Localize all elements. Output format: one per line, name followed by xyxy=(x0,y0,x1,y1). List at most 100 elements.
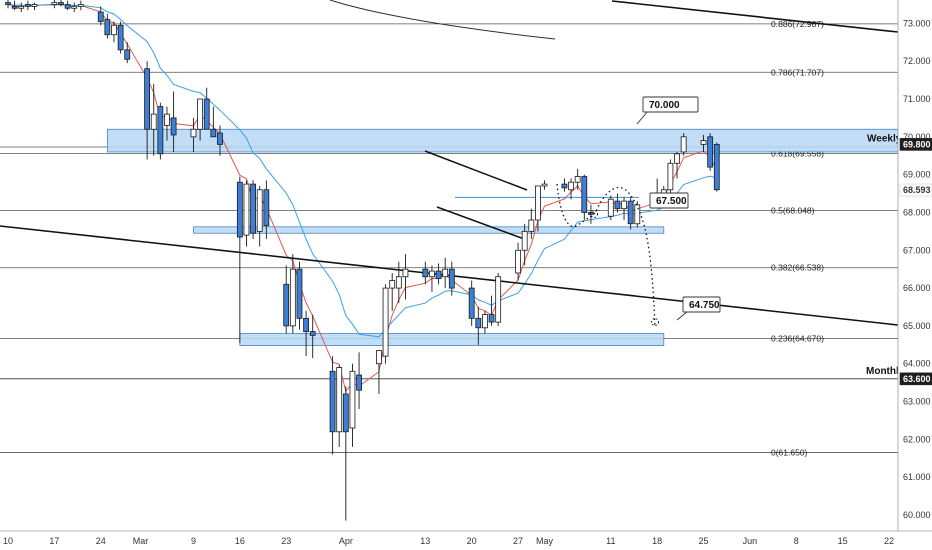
date-tick-label: 23 xyxy=(281,536,291,546)
candle-body xyxy=(283,283,290,327)
candle-body xyxy=(389,280,396,289)
candle-body xyxy=(24,4,31,7)
fib-label: 0.886(72.987) xyxy=(771,19,824,29)
callout-label: 67.500 xyxy=(656,196,687,207)
candle-body xyxy=(31,4,38,7)
candle-body xyxy=(117,24,124,51)
zone-mid xyxy=(193,226,665,234)
candle-body xyxy=(429,270,435,278)
candle-body xyxy=(515,249,521,274)
price-tick-label: 65.000 xyxy=(903,321,931,331)
price-tick-label: 62.000 xyxy=(903,434,931,444)
price-tag-label: 69.800 xyxy=(903,139,931,149)
candle-body xyxy=(51,2,58,5)
candle-body xyxy=(535,185,541,221)
price-tick-label: 69.000 xyxy=(903,170,931,180)
projection-path xyxy=(556,183,656,327)
candle-body xyxy=(482,314,488,329)
monthly-label: Monthly xyxy=(866,366,905,377)
candle-body xyxy=(97,11,104,22)
candle-body xyxy=(574,176,581,183)
candle-body xyxy=(236,181,243,238)
date-tick-label: 16 xyxy=(235,536,245,546)
date-tick-label: Jun xyxy=(743,536,758,546)
fib-label: 0.5(68.048) xyxy=(771,206,815,216)
candle-body xyxy=(164,113,170,126)
candle-body xyxy=(124,49,131,60)
projection-marker xyxy=(651,318,659,326)
price-tick-label: 70.000 xyxy=(903,132,931,142)
time-axis-panel xyxy=(0,531,932,550)
fib-label: 0.236(64.670) xyxy=(771,333,824,343)
candle-body xyxy=(203,98,210,130)
callout-pointer xyxy=(676,310,689,321)
candle-body xyxy=(713,143,720,191)
date-tick-label: Mar xyxy=(133,536,149,546)
date-tick-label: 11 xyxy=(606,536,615,546)
candle-body xyxy=(263,189,270,227)
candle-body xyxy=(5,2,11,5)
candle-body xyxy=(170,117,177,136)
candle-body xyxy=(680,136,687,153)
ma-long-line xyxy=(329,0,556,40)
candle-body xyxy=(243,183,250,236)
date-tick-label: 15 xyxy=(838,536,848,546)
candle-body xyxy=(468,287,475,319)
date-tick-label: 27 xyxy=(513,536,523,546)
candle-body xyxy=(614,200,621,210)
price-axis-panel xyxy=(898,0,932,531)
candle-body xyxy=(349,370,356,429)
candle-body xyxy=(495,276,502,323)
callout-pointer xyxy=(636,110,649,125)
candle-body xyxy=(395,276,402,289)
date-tick-label: 10 xyxy=(3,536,13,546)
price-tick-label: 67.000 xyxy=(903,245,931,255)
callout-box xyxy=(642,96,699,113)
candle-body xyxy=(561,183,568,189)
candle-body xyxy=(674,153,680,164)
flag-line-top xyxy=(424,150,528,191)
date-tick-label: 25 xyxy=(699,536,709,546)
price-tag xyxy=(899,372,932,386)
price-tag-label: 68.593 xyxy=(903,185,931,195)
date-tick-label: Apr xyxy=(339,536,353,546)
callout-label: 70.000 xyxy=(649,100,680,111)
candle-body xyxy=(190,128,197,138)
candle-body xyxy=(627,200,634,225)
candle-body xyxy=(402,268,409,278)
candle-body xyxy=(541,183,548,187)
price-tick-label: 72.000 xyxy=(903,56,931,66)
candle-body xyxy=(77,4,84,7)
candle-body xyxy=(329,370,336,433)
candle-body xyxy=(356,374,362,391)
candle-body xyxy=(104,19,111,36)
fib-label: 0.786(71.707) xyxy=(771,67,824,77)
ma-slow-line xyxy=(7,4,717,338)
candle-body xyxy=(309,331,316,336)
price-tick-label: 64.000 xyxy=(903,359,931,369)
candle-body xyxy=(58,2,64,5)
price-tag-label: 63.600 xyxy=(903,374,931,384)
callout-box xyxy=(649,192,689,209)
candle-body xyxy=(157,106,164,155)
callout-box xyxy=(682,296,721,313)
candle-body xyxy=(11,5,18,9)
candle-body xyxy=(210,128,217,138)
price-tick-label: 66.000 xyxy=(903,283,931,293)
date-tick-label: 20 xyxy=(467,536,477,546)
candle-body xyxy=(634,204,641,225)
price-tag xyxy=(899,138,932,151)
candle-body xyxy=(18,5,25,9)
date-tick-label: 8 xyxy=(794,536,799,546)
trend-line-upper xyxy=(611,0,899,33)
price-tick-label: 61.000 xyxy=(903,472,931,482)
candle-body xyxy=(528,219,535,232)
candle-body xyxy=(296,268,303,319)
candle-body xyxy=(303,317,309,332)
fib-label: 0(61.650) xyxy=(771,448,808,458)
candle-body xyxy=(111,24,117,36)
callout-label: 64.750 xyxy=(689,300,720,311)
candle-body xyxy=(197,98,203,130)
